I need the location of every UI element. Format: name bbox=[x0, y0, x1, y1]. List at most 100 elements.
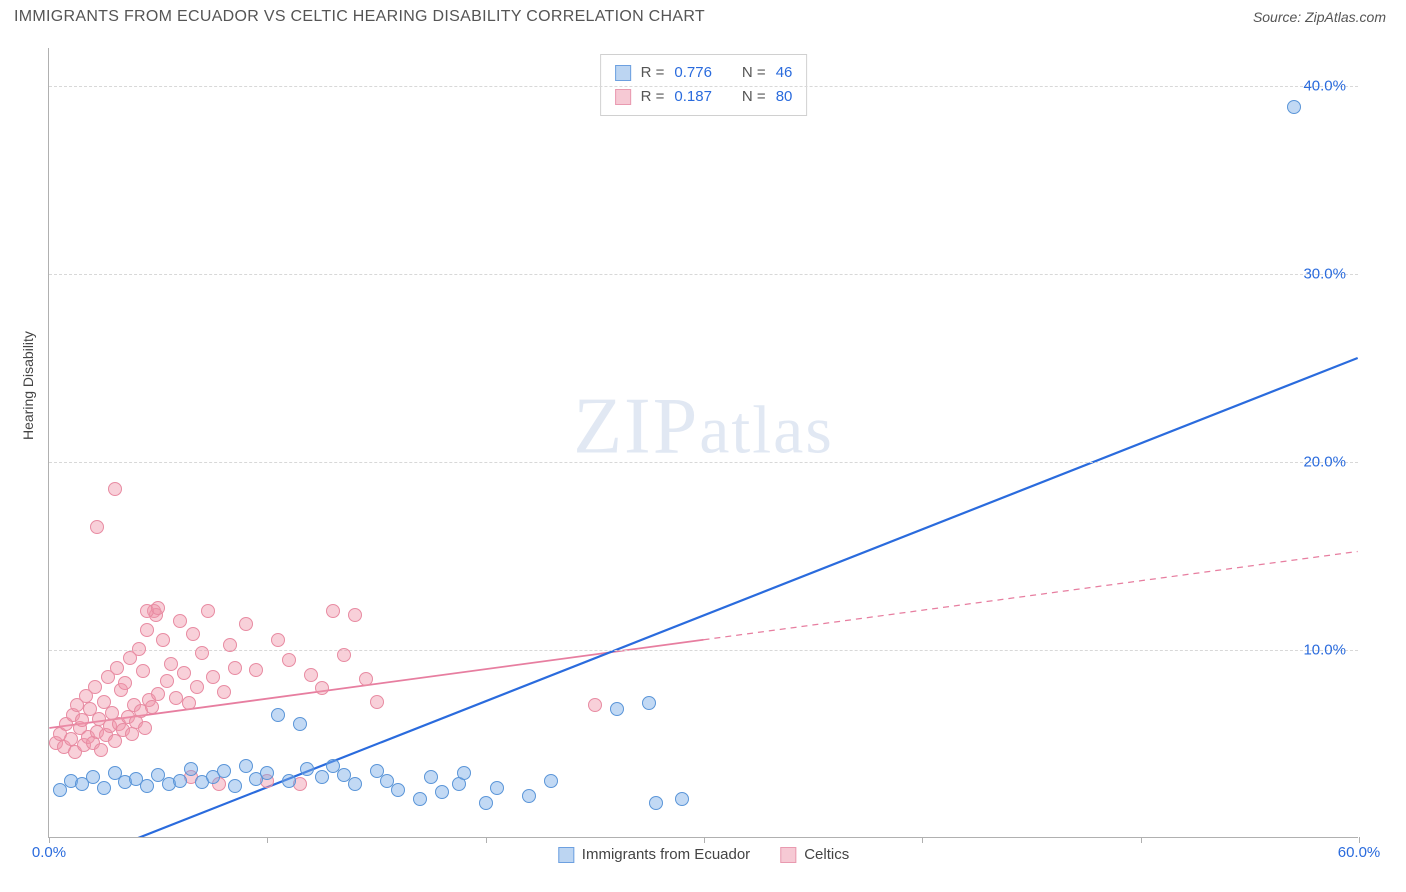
celtics-point bbox=[182, 696, 196, 710]
r-label: R = bbox=[641, 61, 665, 85]
series-legend-celtics: Celtics bbox=[780, 846, 849, 863]
ecuador-point bbox=[300, 762, 314, 776]
n-label: N = bbox=[742, 85, 766, 109]
celtics-point bbox=[132, 642, 146, 656]
ecuador-point bbox=[479, 796, 493, 810]
y-tick-label: 10.0% bbox=[1303, 641, 1346, 658]
celtics-point bbox=[206, 670, 220, 684]
ecuador-point bbox=[490, 781, 504, 795]
ecuador-r-value: 0.776 bbox=[674, 61, 712, 85]
ecuador-point bbox=[293, 717, 307, 731]
gridline bbox=[49, 274, 1358, 275]
ecuador-point bbox=[173, 774, 187, 788]
y-tick-label: 30.0% bbox=[1303, 265, 1346, 282]
celtics-swatch bbox=[615, 89, 631, 105]
x-tick-mark bbox=[922, 837, 923, 843]
ecuador-point bbox=[391, 783, 405, 797]
celtics-swatch bbox=[780, 847, 796, 863]
y-tick-label: 40.0% bbox=[1303, 77, 1346, 94]
ecuador-point bbox=[271, 708, 285, 722]
correlation-legend-row-ecuador: R = 0.776 N = 46 bbox=[615, 61, 793, 85]
ecuador-point bbox=[649, 796, 663, 810]
y-tick-label: 20.0% bbox=[1303, 453, 1346, 470]
celtics-point bbox=[173, 614, 187, 628]
celtics-point bbox=[370, 695, 384, 709]
ecuador-n-value: 46 bbox=[776, 61, 793, 85]
x-tick-mark bbox=[1141, 837, 1142, 843]
celtics-point bbox=[228, 661, 242, 675]
ecuador-point bbox=[315, 770, 329, 784]
celtics-point bbox=[217, 685, 231, 699]
celtics-point bbox=[88, 680, 102, 694]
ecuador-point bbox=[282, 774, 296, 788]
celtics-point bbox=[271, 633, 285, 647]
x-tick-mark bbox=[704, 837, 705, 843]
celtics-point bbox=[186, 627, 200, 641]
watermark-text: ZIPatlas bbox=[573, 381, 834, 472]
correlation-legend-row-celtics: R = 0.187 N = 80 bbox=[615, 85, 793, 109]
ecuador-swatch bbox=[558, 847, 574, 863]
celtics-point bbox=[201, 604, 215, 618]
celtics-point bbox=[136, 664, 150, 678]
chart-plot-area: ZIPatlas R = 0.776 N = 46 R = 0.187 N = … bbox=[48, 48, 1358, 838]
ecuador-point bbox=[1287, 100, 1301, 114]
celtics-r-value: 0.187 bbox=[674, 85, 712, 109]
y-axis-label: Hearing Disability bbox=[20, 331, 36, 440]
celtics-point bbox=[169, 691, 183, 705]
trend-lines-layer bbox=[49, 48, 1358, 837]
ecuador-point bbox=[260, 766, 274, 780]
x-tick-mark bbox=[486, 837, 487, 843]
celtics-point bbox=[304, 668, 318, 682]
celtics-point bbox=[138, 721, 152, 735]
celtics-point bbox=[249, 663, 263, 677]
celtics-point bbox=[164, 657, 178, 671]
ecuador-point bbox=[348, 777, 362, 791]
ecuador-point bbox=[544, 774, 558, 788]
ecuador-point bbox=[424, 770, 438, 784]
celtics-point bbox=[239, 617, 253, 631]
celtics-series-label: Celtics bbox=[804, 846, 849, 863]
ecuador-point bbox=[97, 781, 111, 795]
source-label: Source: ZipAtlas.com bbox=[1253, 9, 1386, 25]
ecuador-point bbox=[522, 789, 536, 803]
ecuador-point bbox=[239, 759, 253, 773]
celtics-point bbox=[160, 674, 174, 688]
chart-title: IMMIGRANTS FROM ECUADOR VS CELTIC HEARIN… bbox=[14, 8, 705, 26]
x-tick-mark bbox=[267, 837, 268, 843]
ecuador-point bbox=[140, 779, 154, 793]
celtics-point bbox=[151, 601, 165, 615]
celtics-point bbox=[337, 648, 351, 662]
celtics-point bbox=[190, 680, 204, 694]
ecuador-point bbox=[457, 766, 471, 780]
series-legend: Immigrants from Ecuador Celtics bbox=[558, 846, 849, 863]
celtics-point bbox=[195, 646, 209, 660]
ecuador-point bbox=[217, 764, 231, 778]
ecuador-series-label: Immigrants from Ecuador bbox=[582, 846, 750, 863]
gridline bbox=[49, 650, 1358, 651]
ecuador-point bbox=[675, 792, 689, 806]
series-legend-ecuador: Immigrants from Ecuador bbox=[558, 846, 750, 863]
celtics-point bbox=[90, 520, 104, 534]
ecuador-point bbox=[228, 779, 242, 793]
ecuador-point bbox=[642, 696, 656, 710]
celtics-point bbox=[326, 604, 340, 618]
celtics-point bbox=[94, 743, 108, 757]
celtics-n-value: 80 bbox=[776, 85, 793, 109]
x-tick-mark bbox=[1359, 837, 1360, 843]
ecuador-point bbox=[184, 762, 198, 776]
celtics-point bbox=[145, 700, 159, 714]
ecuador-point bbox=[86, 770, 100, 784]
r-label: R = bbox=[641, 85, 665, 109]
celtics-point bbox=[282, 653, 296, 667]
x-tick-label: 60.0% bbox=[1338, 844, 1381, 861]
celtics-point bbox=[151, 687, 165, 701]
ecuador-point bbox=[413, 792, 427, 806]
gridline bbox=[49, 462, 1358, 463]
celtics-point bbox=[223, 638, 237, 652]
celtics-point bbox=[140, 623, 154, 637]
ecuador-point bbox=[610, 702, 624, 716]
celtics-point bbox=[348, 608, 362, 622]
celtics-point bbox=[110, 661, 124, 675]
celtics-point bbox=[118, 676, 132, 690]
ecuador-point bbox=[435, 785, 449, 799]
